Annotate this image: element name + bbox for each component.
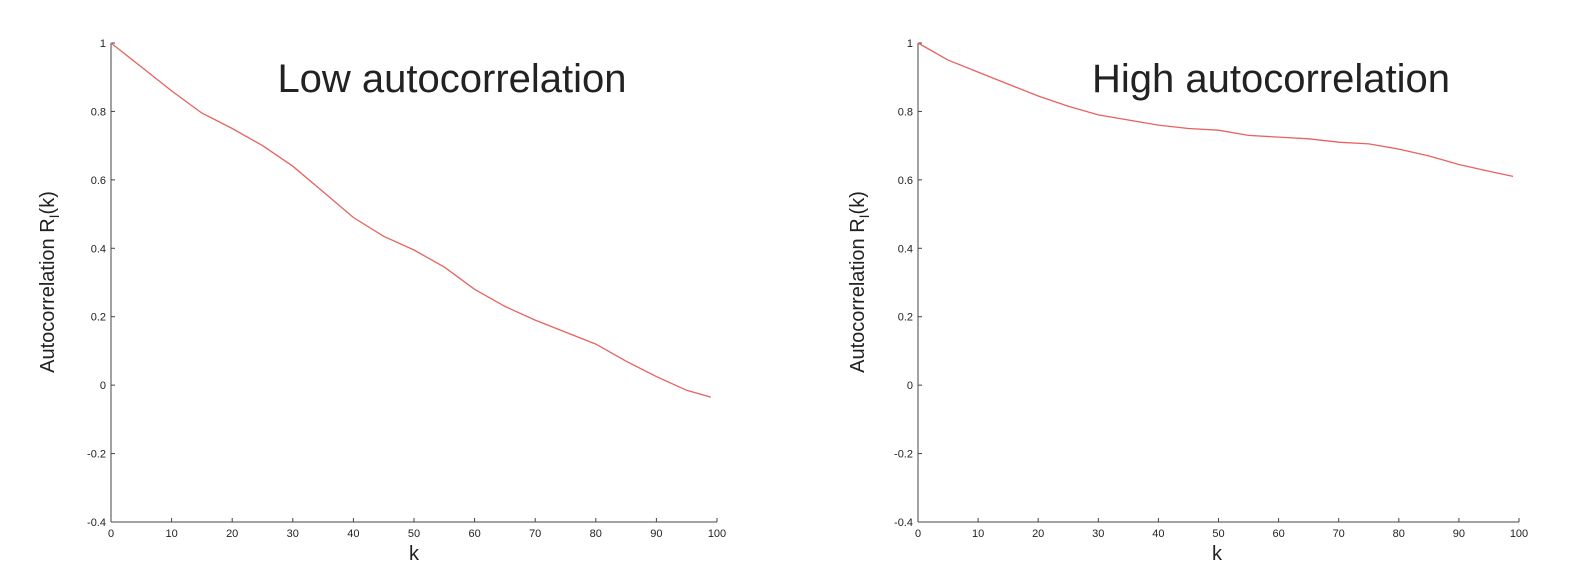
x-tick-label: 50 xyxy=(408,528,420,540)
y-ticks: -0.4 -0.2 0 0.2 0.4 0.6 0.8 1 xyxy=(87,38,115,529)
x-tick-label: 60 xyxy=(468,528,480,540)
y-tick-label: 0.8 xyxy=(898,106,913,118)
y-tick-label: 0 xyxy=(100,380,106,392)
axes-frame xyxy=(110,43,717,523)
y-axis-label: Autocorrelation RI(k) xyxy=(37,191,62,373)
x-tick-label: 10 xyxy=(165,528,177,540)
y-axis-label: Autocorrelation RI(k) xyxy=(847,191,872,373)
x-tick-label: 100 xyxy=(1510,528,1528,540)
y-tick-label: 0.4 xyxy=(898,243,913,255)
y-tick-label: 0.6 xyxy=(91,175,106,187)
y-tick-label: -0.2 xyxy=(87,449,106,461)
x-tick-label: 30 xyxy=(287,528,299,540)
y-tick-label: -0.4 xyxy=(894,517,913,529)
x-axis-label: k xyxy=(409,543,420,565)
y-tick-label: 1 xyxy=(907,38,913,50)
y-axis-label-main: Autocorrelation R xyxy=(37,218,59,373)
x-tick-label: 40 xyxy=(347,528,359,540)
y-axis-label-subscript: I xyxy=(46,214,62,218)
y-tick-label: -0.4 xyxy=(87,517,106,529)
y-tick-label: 0.4 xyxy=(91,243,106,255)
y-tick-label: 0.2 xyxy=(91,312,106,324)
x-tick-label: 30 xyxy=(1092,528,1104,540)
y-axis-label-subscript: I xyxy=(856,214,872,218)
y-tick-label: 0.2 xyxy=(898,312,913,324)
x-tick-label: 10 xyxy=(972,528,984,540)
series-line xyxy=(917,42,1514,178)
y-axis-label-main: Autocorrelation R xyxy=(847,218,869,373)
x-tick-label: 80 xyxy=(1393,528,1405,540)
x-tick-label: 90 xyxy=(650,528,662,540)
x-tick-label: 70 xyxy=(529,528,541,540)
y-tick-label: 0 xyxy=(907,380,913,392)
chart-title: High autocorrelation xyxy=(1092,57,1450,101)
x-tick-label: 20 xyxy=(1032,528,1044,540)
x-ticks: 0 10 20 30 40 50 60 70 80 90 100 xyxy=(915,518,1528,540)
chart-panel-high: High autocorrelation -0.4 -0.2 0 0.2 0.4 0.6 0… xyxy=(847,38,1528,565)
chart-panel-low: Low autocorrelation -0.4 -0.2 0 0.2 0.4 0.6 0.… xyxy=(37,38,726,565)
x-tick-label: 40 xyxy=(1152,528,1164,540)
x-ticks: 0 10 20 30 40 50 60 70 80 90 100 xyxy=(108,518,726,540)
y-axis-label-tail: (k) xyxy=(847,191,869,214)
y-tick-label: -0.2 xyxy=(894,449,913,461)
y-tick-label: 1 xyxy=(100,38,106,50)
x-tick-label: 50 xyxy=(1212,528,1224,540)
x-tick-label: 80 xyxy=(590,528,602,540)
x-tick-label: 90 xyxy=(1453,528,1465,540)
x-tick-label: 60 xyxy=(1272,528,1284,540)
y-ticks: -0.4 -0.2 0 0.2 0.4 0.6 0.8 1 xyxy=(894,38,922,529)
x-tick-label: 100 xyxy=(708,528,726,540)
x-tick-label: 20 xyxy=(226,528,238,540)
y-tick-label: 0.6 xyxy=(898,175,913,187)
y-tick-label: 0.8 xyxy=(91,106,106,118)
x-tick-label: 0 xyxy=(108,528,114,540)
x-axis-label: k xyxy=(1212,543,1223,565)
x-tick-label: 0 xyxy=(915,528,921,540)
y-axis-label-tail: (k) xyxy=(37,191,59,214)
axes-frame xyxy=(917,43,1519,523)
series-line xyxy=(110,42,712,398)
x-tick-label: 70 xyxy=(1333,528,1345,540)
chart-title: Low autocorrelation xyxy=(277,57,626,101)
